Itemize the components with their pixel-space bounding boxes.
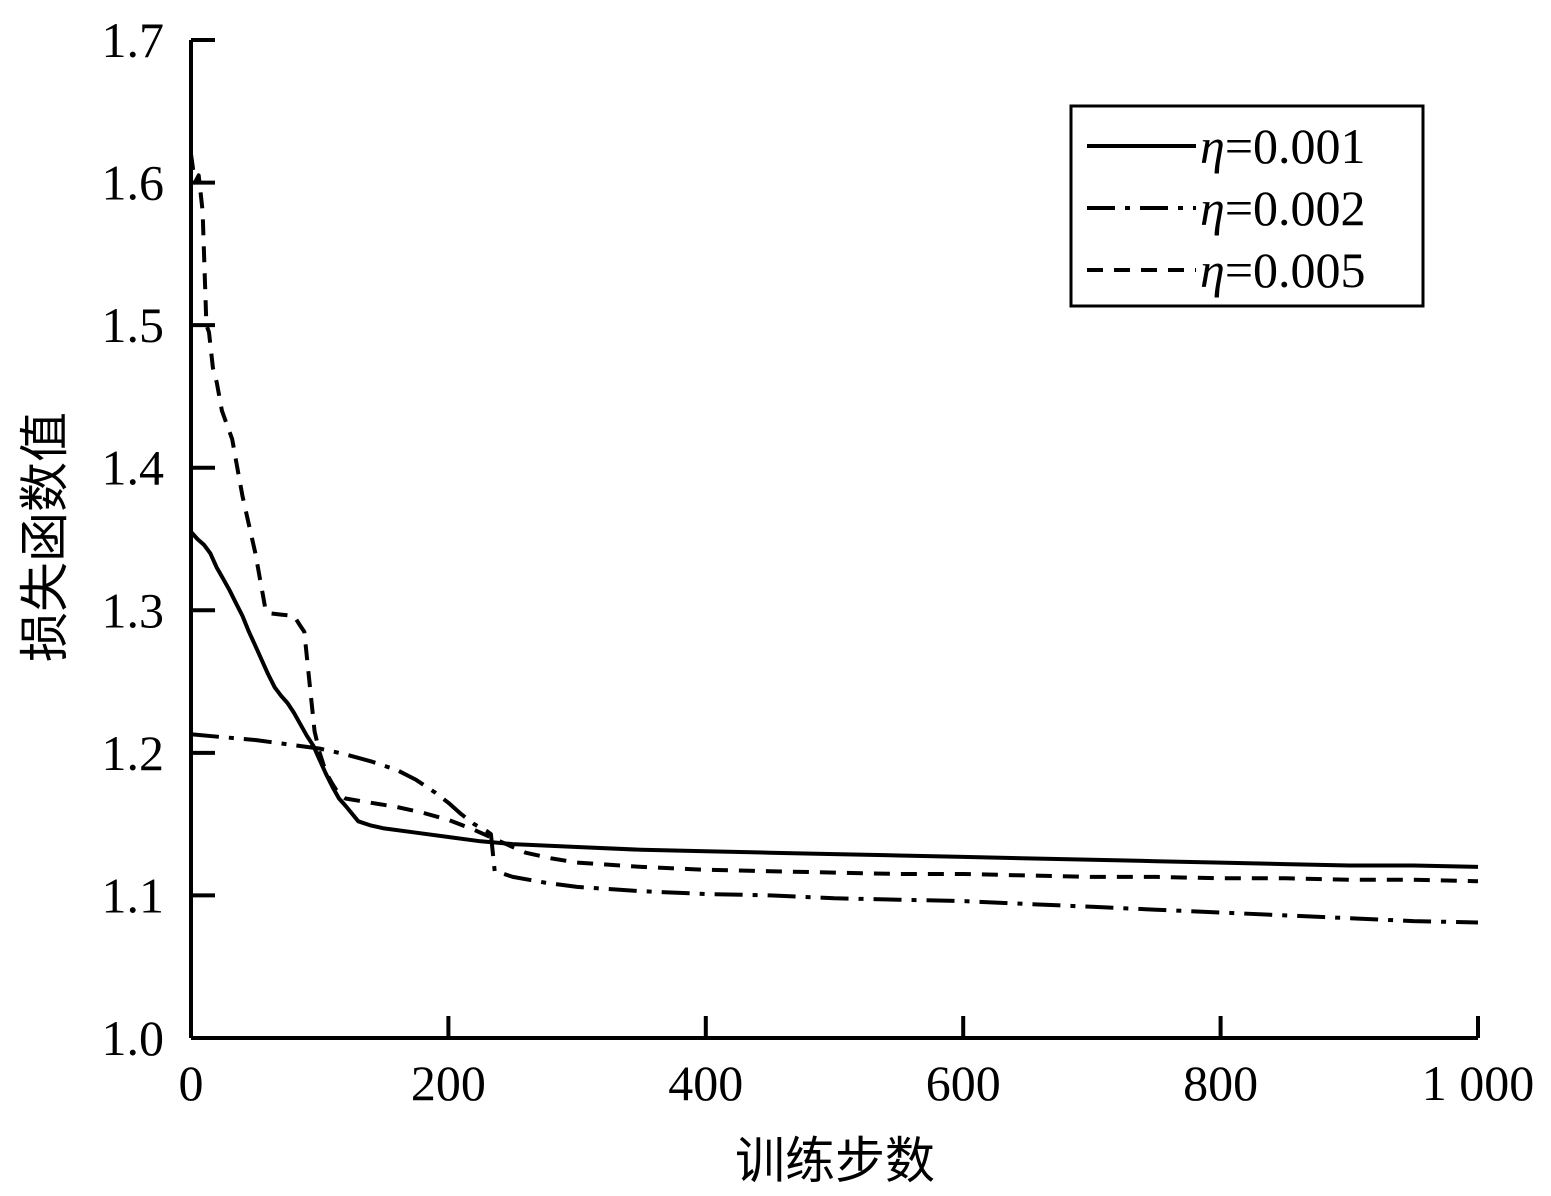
legend-symbol: η — [1200, 242, 1225, 298]
y-axis-title: 损失函数值 — [16, 412, 74, 662]
series-line-1 — [189, 530, 1479, 869]
y-tick-label: 1.0 — [102, 1010, 165, 1066]
series-lines — [189, 153, 1479, 925]
axes — [189, 40, 1478, 1040]
x-tick-label: 1 000 — [1422, 1055, 1535, 1111]
legend-value: =0.005 — [1225, 242, 1366, 298]
x-axis-title: 训练步数 — [735, 1132, 935, 1190]
y-tick-label: 1.2 — [102, 725, 165, 781]
x-tick-label: 200 — [411, 1055, 486, 1111]
tick-marks — [189, 38, 1480, 1040]
y-tick-label: 1.4 — [102, 440, 165, 496]
x-tick-label: 0 — [179, 1055, 204, 1111]
legend-label-2: η=0.002 — [1200, 180, 1366, 236]
x-tick-label: 400 — [668, 1055, 743, 1111]
legend-value: =0.001 — [1225, 118, 1366, 174]
legend-label-3: η=0.005 — [1200, 242, 1366, 298]
tick-labels: 1.0 1.1 1.2 1.3 1.4 1.5 1.6 1.7 0 200 400 600 800 1 0… — [102, 12, 1535, 1111]
y-tick-label: 1.3 — [102, 582, 165, 638]
x-tick-label: 800 — [1183, 1055, 1258, 1111]
legend-value: =0.002 — [1225, 180, 1366, 236]
legend-symbol: η — [1200, 118, 1225, 174]
legend-symbol: η — [1200, 180, 1225, 236]
y-tick-label: 1.7 — [102, 12, 165, 68]
y-tick-label: 1.5 — [102, 297, 165, 353]
series-line-3 — [189, 153, 1479, 884]
series-line-2 — [190, 732, 1479, 925]
y-tick-label: 1.1 — [102, 867, 165, 923]
y-tick-label: 1.6 — [102, 155, 165, 211]
x-tick-label: 600 — [926, 1055, 1001, 1111]
legend-label-1: η=0.001 — [1200, 118, 1366, 174]
